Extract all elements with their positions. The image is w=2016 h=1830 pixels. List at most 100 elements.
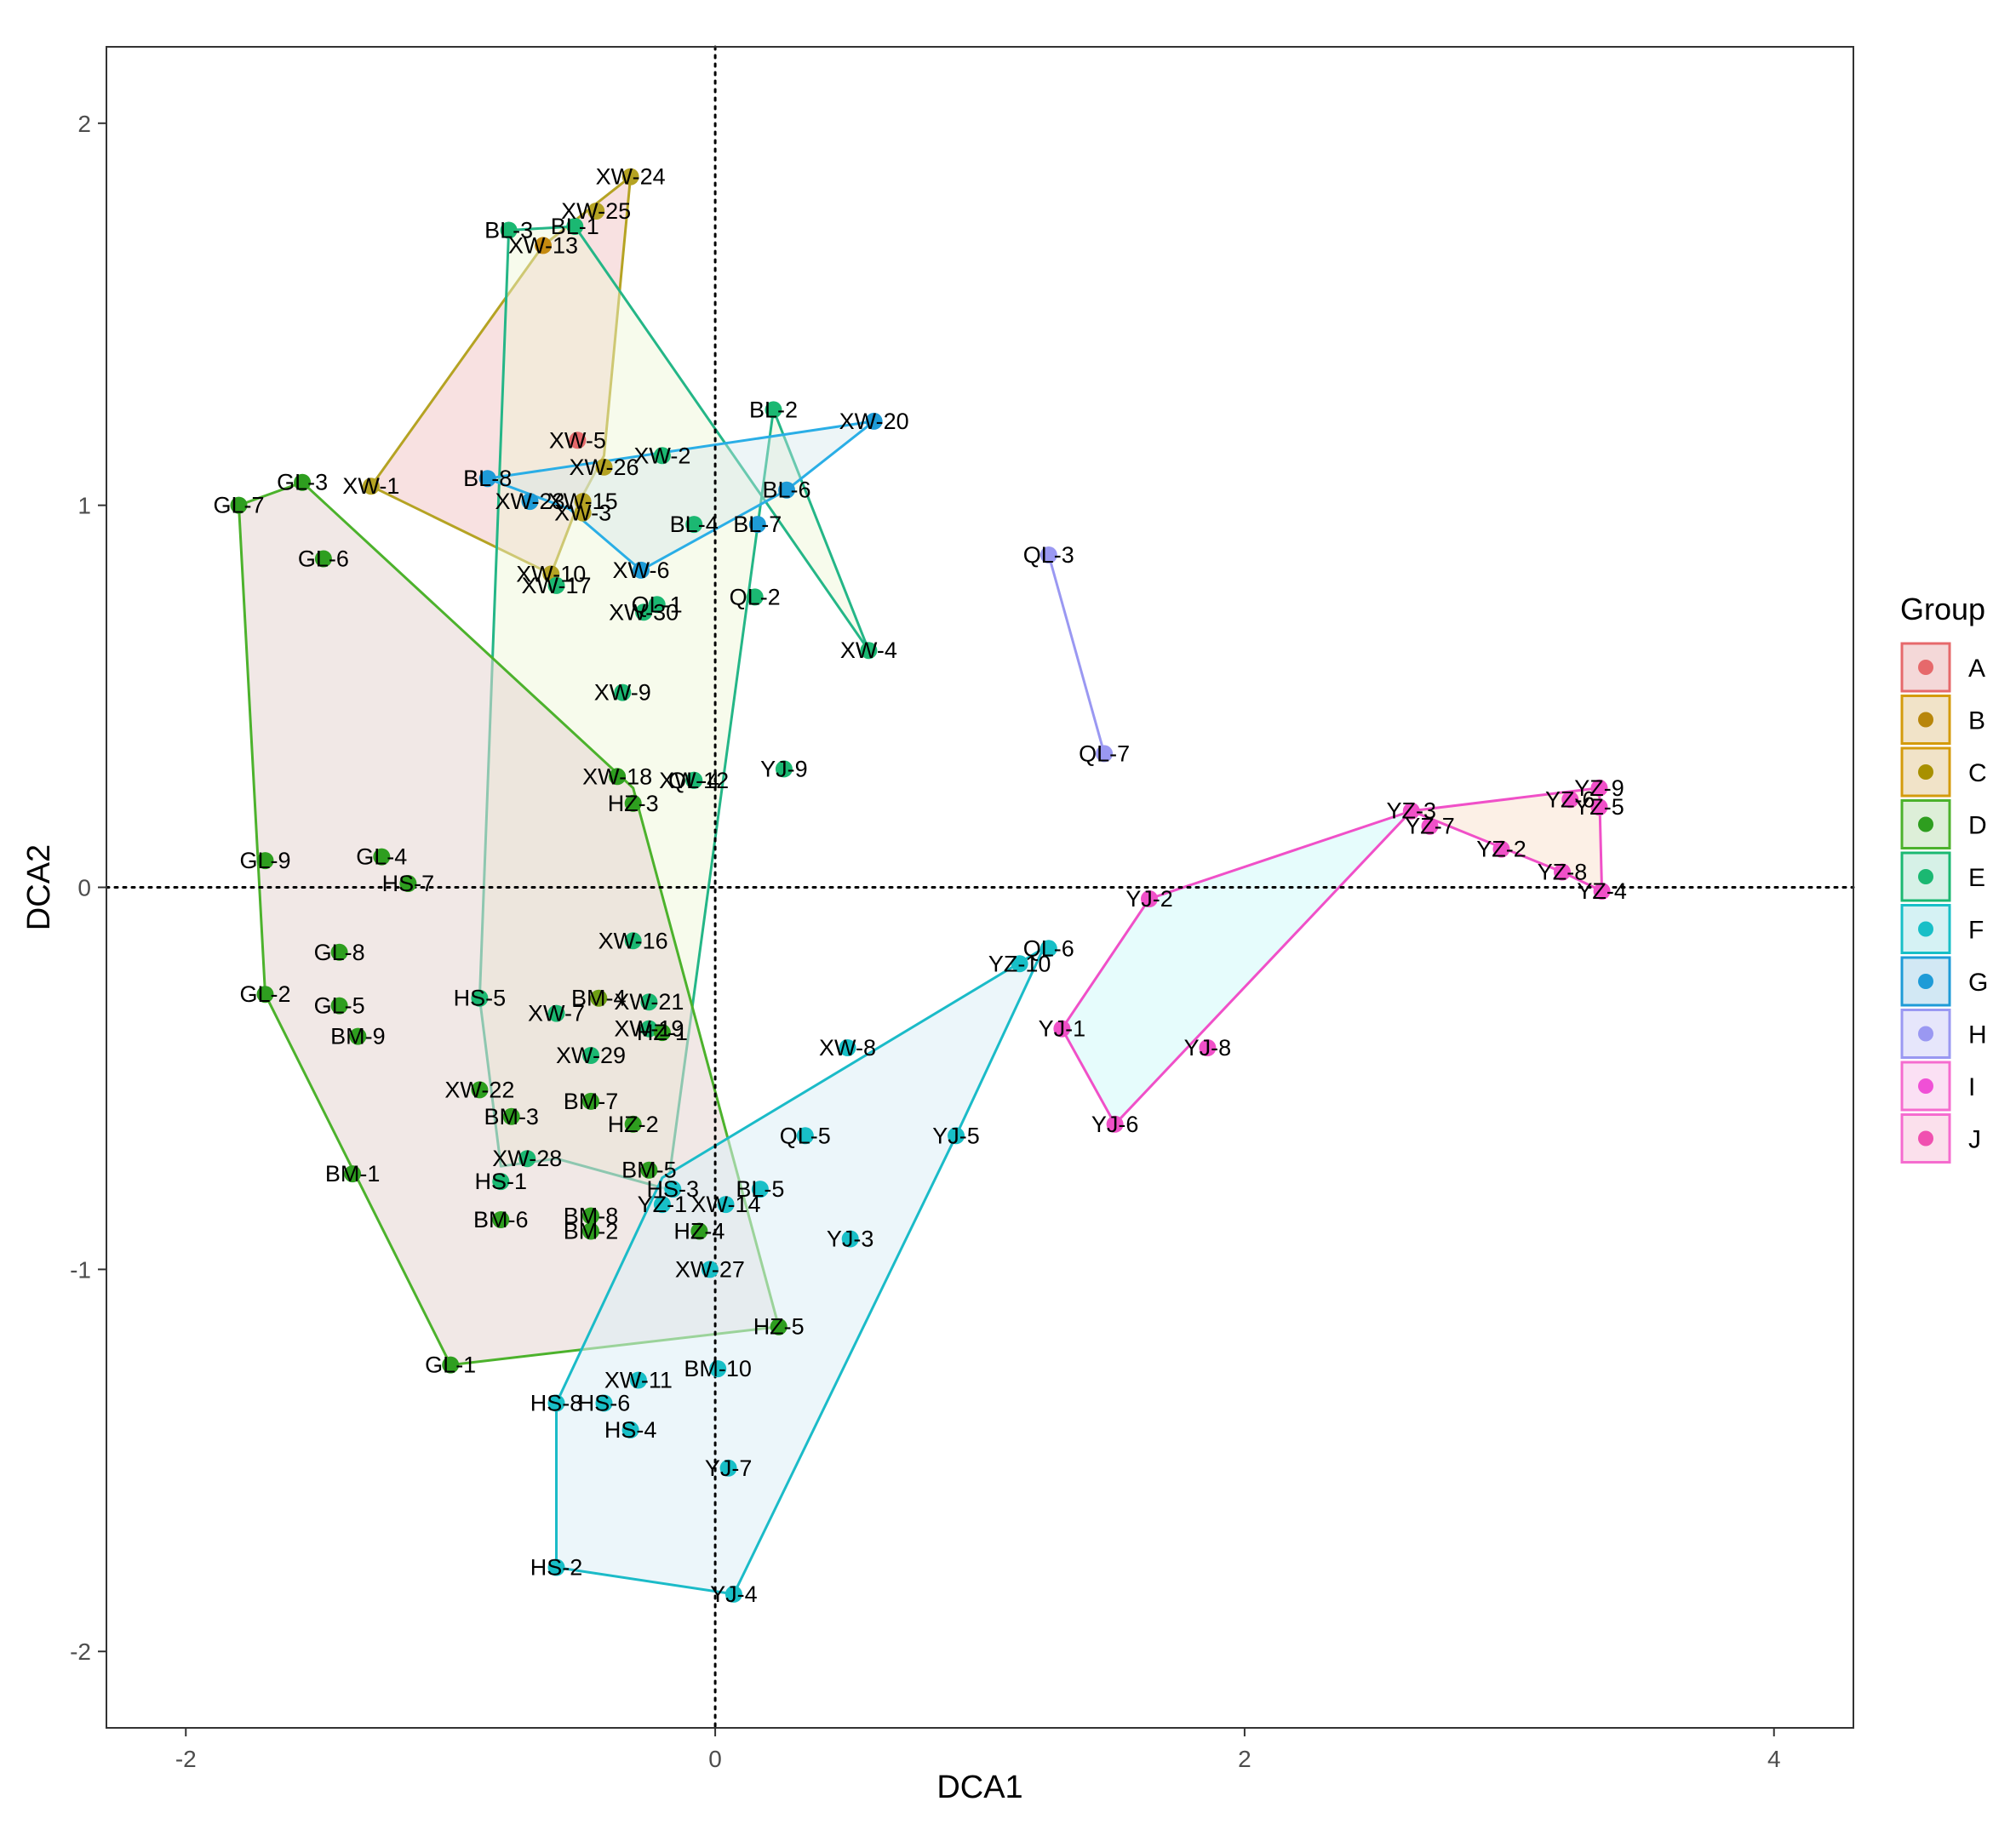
legend-label-f: F [1968,917,1984,945]
point-label-gl-2: GL-2 [239,981,290,1007]
point-yz-6 [1561,791,1579,809]
point-xw-29 [582,1047,599,1064]
point-xw-6 [633,561,650,579]
point-label-xw-2: XW-2 [633,443,690,468]
legend-marker-g [1918,974,1933,989]
point-label-xw-9: XW-9 [594,680,651,706]
y-tick-label: -2 [70,1638,91,1665]
point-label-xw-24: XW-24 [596,164,666,190]
point-xw-4 [860,642,878,660]
point-xw-2 [653,447,671,465]
point-label-xw-30: XW-30 [609,599,679,625]
point-label-yz-4: YZ-4 [1577,878,1627,904]
point-label-yj-1: YJ-1 [1039,1016,1086,1042]
legend-label-d: D [1968,812,1987,840]
legend-label-e: E [1968,864,1985,892]
point-bm-3 [502,1107,520,1125]
point-label-ql-4: QL-4 [668,768,719,793]
y-tick-label: -1 [70,1256,91,1283]
point-xw-11 [629,1371,647,1389]
point-label-yz-8: YZ-8 [1538,860,1588,885]
point-label-xw-3: XW-3 [554,500,611,526]
point-xw-16 [624,932,642,950]
point-label-yz-6: YZ-6 [1545,786,1595,812]
x-axis-title: DCA1 [936,1770,1022,1805]
point-label-xw-16: XW-16 [598,928,668,953]
point-label-bl-4: BL-4 [670,512,719,537]
point-hz-5 [770,1318,788,1335]
point-label-xw-26: XW-26 [569,455,639,480]
point-bl-2 [765,401,782,419]
point-bm-5 [640,1161,658,1179]
hull-h [1047,554,1106,754]
point-xw-26 [595,458,613,476]
legend-marker-j [1918,1130,1933,1147]
point-hz-4 [690,1222,708,1240]
point-gl-4 [373,848,391,866]
point-label-gl-1: GL-1 [425,1352,476,1378]
legend-label-c: C [1968,759,1987,787]
point-gl-1 [442,1356,460,1374]
legend-marker-i [1918,1078,1933,1094]
point-yz-1 [653,1196,671,1214]
point-label-gl-8: GL-8 [314,940,365,965]
axis-layer: -2 0 2 4 -2 -1 0 1 2 [70,111,1780,1772]
point-label-bl-6: BL-6 [762,478,810,503]
point-label-ql-7: QL-7 [1079,741,1130,766]
point-label-yz-5: YZ-5 [1574,794,1624,820]
point-label-xw-12: XW-12 [659,768,729,793]
point-yj-2 [1141,890,1158,907]
legend-marker-c [1918,764,1933,780]
legend-title: Group [1900,592,1985,626]
point-label-hz-3: HZ-3 [608,791,659,816]
point-label-bm-1: BM-1 [325,1161,381,1187]
point-bm-6 [492,1211,510,1228]
point-label-hz-4: HZ-4 [673,1219,724,1244]
point-label-bm-2: BM-2 [564,1219,619,1244]
point-layer [230,168,1611,1603]
y-axis-title: DCA2 [21,844,57,930]
point-bm-2 [582,1222,599,1240]
point-bl-6 [778,481,795,499]
hull-g [486,420,876,572]
point-xw-24 [621,168,639,186]
point-xw-19 [640,1020,658,1038]
point-label-xw-1: XW-1 [342,473,399,499]
y-tick-label: 2 [77,111,91,137]
point-label-xw-23: XW-23 [495,489,564,514]
point-label-hs-7: HS-7 [382,871,435,896]
point-bm-4 [590,989,608,1007]
point-label-bl-2: BL-2 [749,397,798,422]
point-bm-8 [582,1207,599,1225]
point-label-hs-5: HS-5 [454,986,507,1011]
y-tick-label: 0 [77,875,91,901]
point-label-bl-3: BL-3 [484,218,533,243]
point-ql-1 [648,596,666,614]
point-hz-3 [624,794,642,812]
point-gl-6 [314,550,332,568]
point-label-hz-2: HZ-2 [608,1112,659,1137]
legend-label-j: J [1968,1126,1981,1154]
point-hs-7 [399,875,417,892]
hull-layer [238,175,1604,1596]
legend-key-d [1900,799,1951,849]
point-label-yj-3: YJ-3 [827,1227,874,1252]
point-label-gl-5: GL-5 [314,993,365,1019]
point-label-yj-9: YJ-9 [760,756,808,781]
point-label-bm-8: BM-8 [564,1204,619,1229]
point-label-bm-10: BM-10 [684,1356,752,1381]
point-label-yz-10: YZ-10 [988,951,1051,976]
point-label-gl-3: GL-3 [277,470,328,495]
point-label-yz-3: YZ-3 [1387,798,1437,824]
point-xw-13 [535,237,552,254]
point-label-yj-7: YJ-7 [705,1455,753,1481]
legend-label-a: A [1968,655,1985,683]
point-label-bl-7: BL-7 [733,512,782,537]
point-bl-4 [685,516,703,534]
point-label-xw-17: XW-17 [521,573,591,598]
point-label-xw-29: XW-29 [556,1043,626,1068]
point-label-bm-5: BM-5 [621,1158,677,1183]
point-xw-21 [640,993,658,1011]
y-tick-label: 1 [77,493,91,519]
